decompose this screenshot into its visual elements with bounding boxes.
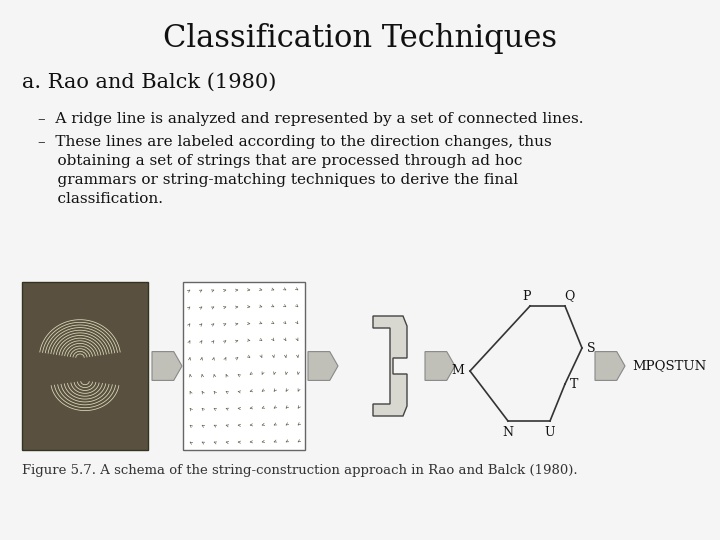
Text: Figure 5.7. A schema of the string-construction approach in Rao and Balck (1980): Figure 5.7. A schema of the string-const… xyxy=(22,464,577,477)
Text: Classification Techniques: Classification Techniques xyxy=(163,23,557,53)
Polygon shape xyxy=(373,316,407,416)
Text: T: T xyxy=(570,377,578,390)
Polygon shape xyxy=(595,352,625,380)
Text: P: P xyxy=(523,289,531,302)
Polygon shape xyxy=(308,352,338,380)
Text: MPQSTUN: MPQSTUN xyxy=(632,360,706,373)
Bar xyxy=(183,282,305,450)
Text: M: M xyxy=(451,364,464,377)
Text: U: U xyxy=(545,427,555,440)
Bar xyxy=(22,282,148,450)
Text: –  A ridge line is analyzed and represented by a set of connected lines.: – A ridge line is analyzed and represent… xyxy=(38,112,583,126)
Text: S: S xyxy=(587,341,595,354)
Polygon shape xyxy=(425,352,455,380)
Text: –  These lines are labeled according to the direction changes, thus
    obtainin: – These lines are labeled according to t… xyxy=(38,135,552,206)
Text: Q: Q xyxy=(564,289,574,302)
Text: N: N xyxy=(503,427,513,440)
Text: a. Rao and Balck (1980): a. Rao and Balck (1980) xyxy=(22,72,276,91)
Polygon shape xyxy=(152,352,182,380)
